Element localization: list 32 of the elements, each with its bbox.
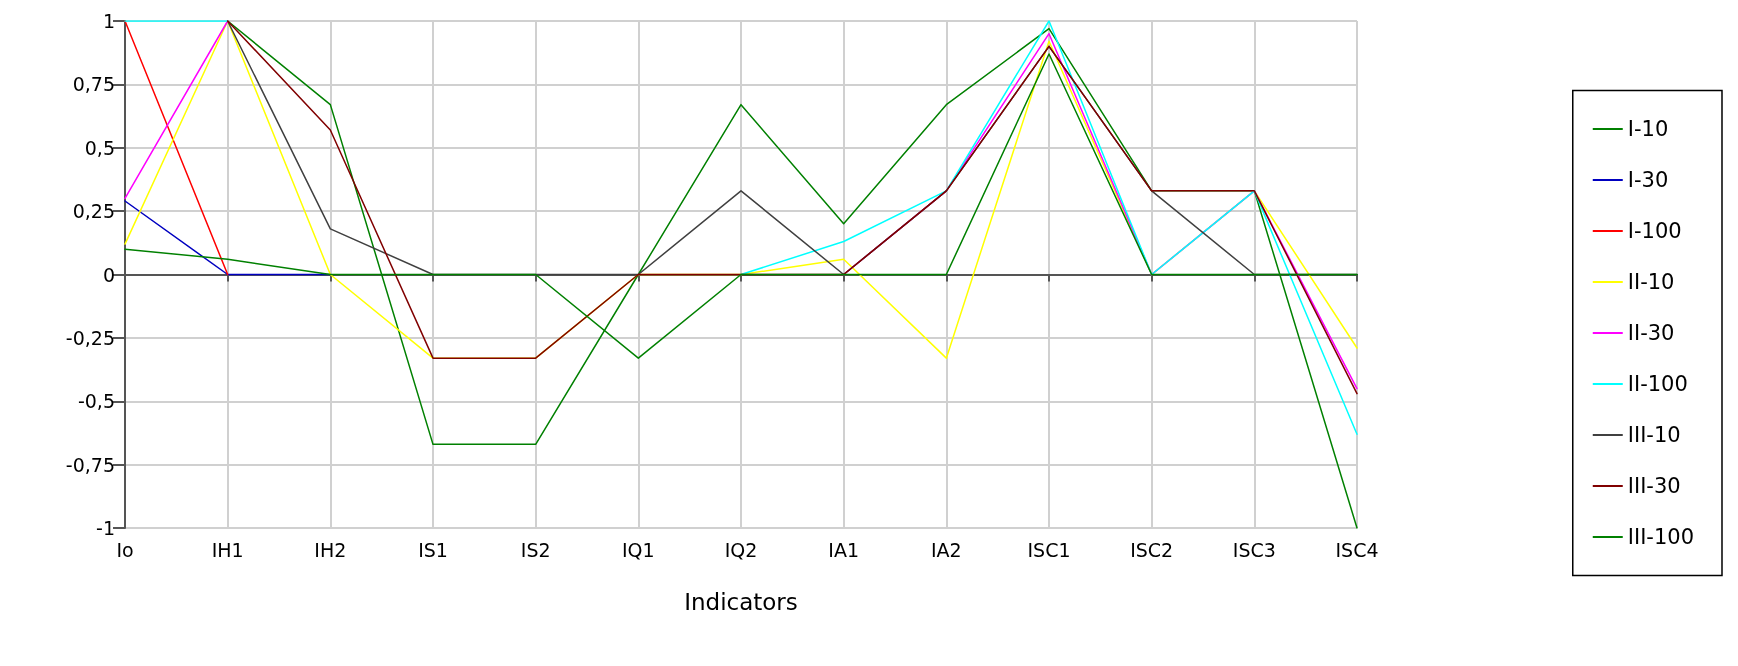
x-tick-label: IA1	[828, 538, 860, 561]
x-tick-label: ISC4	[1335, 538, 1379, 561]
legend-label: II-10	[1627, 270, 1675, 294]
x-tick-label: IH2	[314, 538, 347, 561]
legend-label: I-10	[1627, 117, 1669, 141]
y-tick-label: 0	[102, 263, 115, 286]
x-tick-label: Io	[116, 538, 134, 561]
x-tick-label: IQ1	[622, 538, 655, 561]
y-tick-label: 0,5	[84, 136, 115, 159]
legend-label: III-30	[1627, 474, 1681, 498]
x-tick-label: IS1	[418, 538, 448, 561]
y-tick-label: -0,75	[65, 453, 115, 476]
y-tick-label: -1	[96, 517, 115, 539]
x-tick-label: IH1	[211, 538, 244, 561]
x-tick-label: ISC1	[1027, 538, 1071, 561]
x-tick-label: IQ2	[724, 538, 758, 561]
y-tick-label: 0,25	[72, 200, 115, 223]
y-tick-label: -0,25	[65, 326, 115, 349]
x-tick-label: IS2	[520, 538, 551, 561]
legend-label: I-30	[1627, 168, 1669, 192]
legend-label: III-10	[1627, 423, 1681, 447]
legend-label: II-100	[1627, 372, 1688, 396]
y-tick-label: -0,5	[77, 390, 115, 413]
x-axis-title: Indicators	[684, 588, 798, 615]
y-tick-label: 1	[102, 10, 115, 32]
x-tick-label: ISC3	[1232, 538, 1276, 561]
legend-label: II-30	[1627, 321, 1675, 345]
legend-label: III-100	[1627, 525, 1695, 549]
x-tick-label: ISC2	[1130, 538, 1174, 561]
legend-label: I-100	[1627, 219, 1682, 243]
y-tick-label: 0,75	[72, 73, 115, 96]
x-tick-label: IA2	[930, 538, 962, 561]
